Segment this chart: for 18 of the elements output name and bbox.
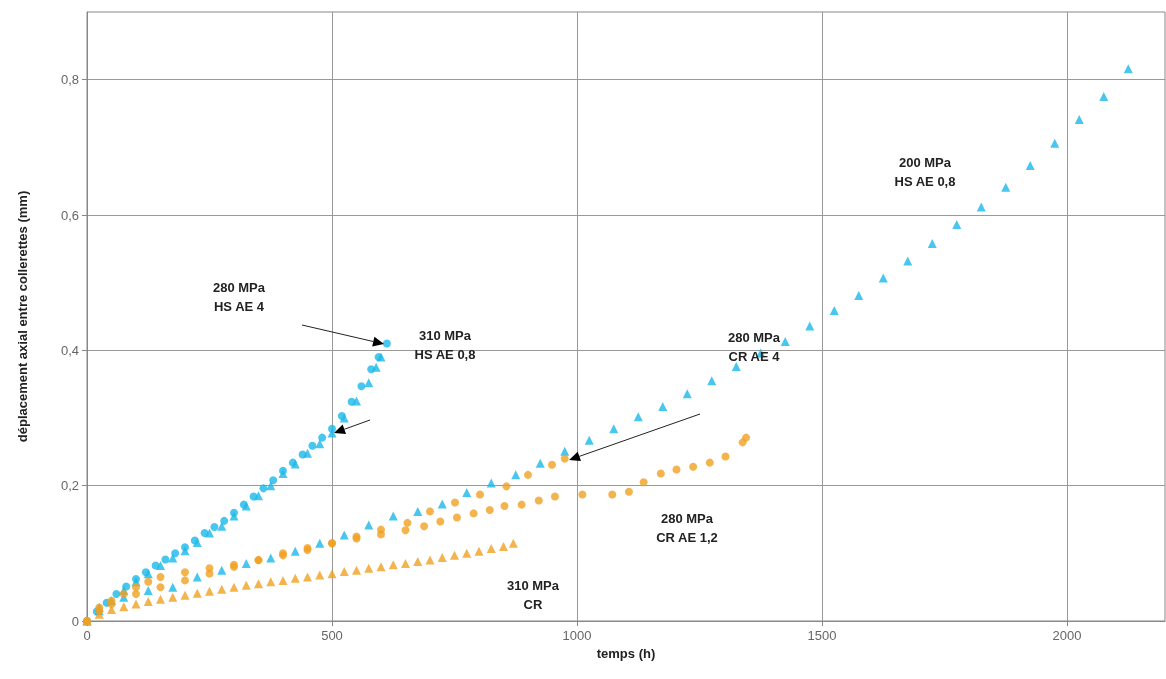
annotation: 280 MPa CR AE 4 <box>727 330 781 364</box>
y-tick-label: 0,2 <box>60 478 79 494</box>
x-tick-label: 0 <box>83 628 91 643</box>
x-axis-title: temps (h) <box>596 646 656 661</box>
y-axis-title: déplacement axial entre collerettes (mm) <box>15 190 30 443</box>
y-tick-label: 0,6 <box>60 207 79 223</box>
x-tick-label: 1500 <box>807 628 837 643</box>
annotation: 280 MPa HS AE 4 <box>212 280 266 314</box>
annotation: 200 MPa HS AE 0,8 <box>894 155 956 189</box>
y-tick-label: 0,8 <box>60 72 79 88</box>
x-tick-label: 2000 <box>1052 628 1082 643</box>
annotation: 310 MPa CR <box>506 578 560 612</box>
annotation: 310 MPa HS AE 0,8 <box>414 328 476 362</box>
x-tick-label: 500 <box>321 628 343 643</box>
annotation: 280 MPa CR AE 1,2 <box>656 511 718 545</box>
y-tick-label: 0,4 <box>60 342 79 358</box>
y-tick-label: 0 <box>71 613 79 629</box>
x-tick-label: 1000 <box>562 628 592 643</box>
